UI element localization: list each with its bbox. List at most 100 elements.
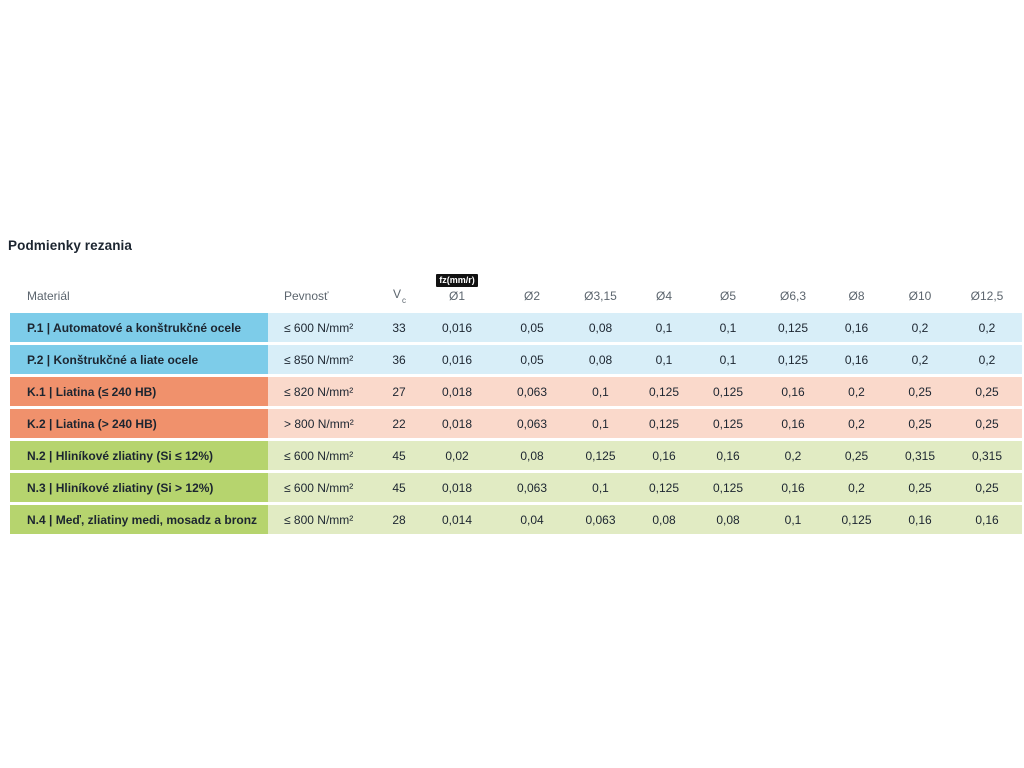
table-header-row: Materiál Pevnosť Vc fz(mm/r) Ø1 Ø2 Ø3,15 Ø4 Ø… [10,264,1022,310]
vc-cell: 28 [380,505,418,534]
fz-cell-d2: 0,05 [496,345,568,374]
cutting-conditions-table: Materiál Pevnosť Vc fz(mm/r) Ø1 Ø2 Ø3,15 Ø4 Ø… [10,261,1022,537]
fz-cell-d9: 0,2 [952,313,1022,342]
vc-cell: 45 [380,441,418,470]
fz-cell-d7: 0,16 [825,345,888,374]
fz-cell-d9: 0,25 [952,473,1022,502]
fz-cell-d3: 0,1 [568,473,633,502]
diameter-label: Ø1 [448,289,465,303]
fz-cell-d4: 0,125 [633,377,695,406]
strength-cell: > 800 N/mm² [268,409,380,438]
col-header-material: Materiál [27,289,70,303]
fz-cell-d5: 0,1 [695,313,761,342]
table-row: N.2 | Hliníkové zliatiny (Si ≤ 12%) ≤ 600… [10,441,1022,470]
fz-cell-d1: 0,018 [418,473,496,502]
fz-cell-d6: 0,16 [761,377,825,406]
table-row: N.3 | Hliníkové zliatiny (Si > 12%) ≤ 600… [10,473,1022,502]
diameter-label: Ø10 [908,289,932,303]
fz-cell-d3: 0,063 [568,505,633,534]
fz-unit-badge: fz(mm/r) [436,274,478,287]
col-header-diameter-5: Ø5 [695,264,761,310]
fz-cell-d8: 0,315 [888,441,952,470]
fz-cell-d5: 0,125 [695,377,761,406]
table-row: N.4 | Meď, zliatiny medi, mosadz a bronz… [10,505,1022,534]
table-row: K.2 | Liatina (> 240 HB) > 800 N/mm² 22 0,0… [10,409,1022,438]
fz-cell-d8: 0,25 [888,473,952,502]
fz-cell-d7: 0,16 [825,313,888,342]
material-cell: P.2 | Konštrukčné a liate ocele [10,345,268,374]
fz-cell-d3: 0,125 [568,441,633,470]
fz-cell-d7: 0,2 [825,377,888,406]
diameter-label: Ø12,5 [970,289,1004,303]
material-cell: N.4 | Meď, zliatiny medi, mosadz a bronz [10,505,268,534]
fz-cell-d3: 0,08 [568,313,633,342]
fz-cell-d6: 0,125 [761,345,825,374]
fz-cell-d6: 0,125 [761,313,825,342]
fz-cell-d8: 0,2 [888,313,952,342]
col-header-diameter-1: fz(mm/r) Ø1 [418,264,496,310]
material-cell: N.3 | Hliníkové zliatiny (Si > 12%) [10,473,268,502]
fz-cell-d7: 0,2 [825,409,888,438]
diameter-label: Ø3,15 [584,289,617,303]
fz-cell-d2: 0,063 [496,377,568,406]
col-header-diameter-3: Ø3,15 [568,264,633,310]
fz-cell-d9: 0,315 [952,441,1022,470]
material-cell: N.2 | Hliníkové zliatiny (Si ≤ 12%) [10,441,268,470]
fz-cell-d5: 0,125 [695,409,761,438]
col-header-diameter-6: Ø6,3 [761,264,825,310]
diameter-label: Ø5 [719,289,736,303]
col-header-diameter-8: Ø10 [888,264,952,310]
fz-cell-d9: 0,2 [952,345,1022,374]
fz-cell-d9: 0,25 [952,377,1022,406]
fz-cell-d3: 0,08 [568,345,633,374]
fz-cell-d4: 0,16 [633,441,695,470]
strength-cell: ≤ 820 N/mm² [268,377,380,406]
col-header-strength: Pevnosť [284,289,329,303]
page-title: Podmienky rezania [8,238,132,253]
material-cell: P.1 | Automatové a konštrukčné ocele [10,313,268,342]
diameter-label: Ø2 [523,289,540,303]
fz-cell-d3: 0,1 [568,409,633,438]
strength-cell: ≤ 850 N/mm² [268,345,380,374]
fz-cell-d8: 0,25 [888,409,952,438]
fz-cell-d4: 0,1 [633,313,695,342]
col-header-diameter-4: Ø4 [633,264,695,310]
fz-cell-d7: 0,2 [825,473,888,502]
fz-cell-d5: 0,1 [695,345,761,374]
diameter-label: Ø8 [848,289,865,303]
fz-cell-d5: 0,125 [695,473,761,502]
fz-cell-d8: 0,2 [888,345,952,374]
table-row: K.1 | Liatina (≤ 240 HB) ≤ 820 N/mm² 27 0,0… [10,377,1022,406]
fz-cell-d1: 0,018 [418,377,496,406]
fz-cell-d8: 0,16 [888,505,952,534]
vc-cell: 45 [380,473,418,502]
fz-cell-d2: 0,063 [496,409,568,438]
material-cell: K.2 | Liatina (> 240 HB) [10,409,268,438]
fz-cell-d6: 0,2 [761,441,825,470]
fz-cell-d2: 0,08 [496,441,568,470]
fz-cell-d8: 0,25 [888,377,952,406]
fz-cell-d4: 0,08 [633,505,695,534]
strength-cell: ≤ 600 N/mm² [268,441,380,470]
fz-cell-d5: 0,08 [695,505,761,534]
fz-cell-d7: 0,125 [825,505,888,534]
vc-subscript: c [402,296,406,305]
fz-cell-d2: 0,05 [496,313,568,342]
fz-cell-d9: 0,25 [952,409,1022,438]
fz-cell-d4: 0,1 [633,345,695,374]
vc-cell: 22 [380,409,418,438]
col-header-diameter-2: Ø2 [496,264,568,310]
fz-cell-d9: 0,16 [952,505,1022,534]
vc-cell: 36 [380,345,418,374]
strength-cell: ≤ 600 N/mm² [268,313,380,342]
fz-cell-d4: 0,125 [633,409,695,438]
fz-cell-d2: 0,04 [496,505,568,534]
fz-cell-d6: 0,16 [761,473,825,502]
strength-cell: ≤ 600 N/mm² [268,473,380,502]
fz-cell-d4: 0,125 [633,473,695,502]
fz-cell-d1: 0,016 [418,345,496,374]
fz-cell-d1: 0,016 [418,313,496,342]
vc-cell: 27 [380,377,418,406]
col-header-diameter-7: Ø8 [825,264,888,310]
